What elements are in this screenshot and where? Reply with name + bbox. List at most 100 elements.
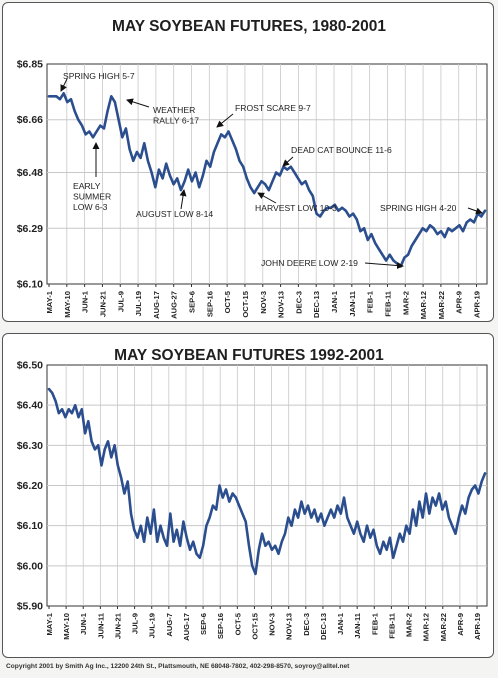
x-tick-label: OCT-5 [233, 612, 242, 635]
annotation: SPRING HIGH 5-7 [60, 71, 135, 92]
annotation: JOHN DEERE LOW 2-19 [261, 258, 404, 270]
annotation-label: SPRING HIGH 4-20 [380, 203, 457, 213]
x-tick-label: MAR-12 [422, 613, 431, 641]
annotation-line: HARVEST LOW 10-3 [255, 203, 337, 213]
x-tick-label: DEC-13 [312, 291, 321, 318]
x-tick-label: JUL-19 [134, 291, 143, 316]
annotation-label: WEATHER RALLY 6-17 [153, 105, 199, 126]
y-tick-label: $6.00 [17, 560, 43, 572]
x-tick-label: OCT-5 [223, 290, 232, 313]
x-tick-label: MAY-1 [45, 612, 54, 635]
annotation-label: FROST SCARE 9-7 [235, 103, 311, 113]
annotation-line: EARLY [73, 181, 101, 191]
series-line [47, 387, 487, 576]
x-tick-label: MAR-22 [439, 613, 448, 641]
annotation-line: WEATHER [153, 105, 195, 115]
x-tick-label: OCT-15 [250, 612, 259, 639]
x-tick-label: APR-9 [456, 613, 465, 636]
annotation: FROST SCARE 9-7 [216, 103, 311, 128]
x-tick-label: NOV-13 [277, 291, 286, 318]
x-tick-label: JUN-11 [96, 612, 105, 639]
chart-title: MAY SOYBEAN FUTURES, 1980-2001 [112, 18, 386, 35]
chart-panel-1980-2001: MAY SOYBEAN FUTURES, 1980-2001 $6.85 $6.66… [2, 2, 494, 322]
x-tick-label: SEP-16 [216, 613, 225, 639]
annotation-line: LOW 6-3 [73, 202, 108, 212]
x-tick-label: OCT-15 [241, 290, 250, 317]
x-tick-label: FEB-1 [370, 612, 379, 635]
x-tick-label: NOV-3 [259, 291, 268, 314]
x-tick-label: JUL-19 [148, 613, 157, 638]
x-tick-label: FEB-11 [387, 612, 396, 639]
annotation-arrow [467, 207, 483, 215]
x-tick-label: NOV-3 [268, 613, 277, 636]
x-tick-label: MAY-10 [62, 613, 71, 640]
y-tick-label: $6.20 [17, 480, 43, 492]
annotation-label: JOHN DEERE LOW 2-19 [261, 258, 358, 268]
annotation-label: HARVEST LOW 10-3 [255, 203, 337, 213]
annotation-line: JOHN DEERE LOW 2-19 [261, 258, 358, 268]
annotation-line: AUGUST LOW 8-14 [136, 209, 213, 219]
annotation: HARVEST LOW 10-3 [255, 192, 337, 213]
x-tick-label: MAR-2 [405, 613, 414, 637]
annotation-label: SPRING HIGH 5-7 [63, 71, 135, 81]
x-tick-label: JUN-21 [98, 290, 107, 317]
y-tick-label: $6.48 [17, 167, 43, 179]
chart-1992-2001: MAY SOYBEAN FUTURES 1992-2001 $6.50 $6.40 $… [17, 347, 488, 641]
x-tick-label: MAR-22 [437, 291, 446, 319]
x-tick-label: MAR-2 [401, 291, 410, 315]
x-tick-label: DEC-3 [302, 613, 311, 636]
x-tick-label: FEB-11 [383, 290, 392, 317]
x-tick-label: MAR-12 [419, 291, 428, 319]
chart-1980-2001: MAY SOYBEAN FUTURES, 1980-2001 $6.85 $6.66… [17, 18, 488, 319]
y-tick-label: $6.85 [17, 59, 43, 71]
x-tick-label: JAN-11 [353, 612, 362, 639]
x-tick-label: SEP-16 [205, 291, 214, 317]
annotation: WEATHER RALLY 6-17 [126, 98, 199, 126]
x-tick-label: FEB-1 [366, 290, 375, 313]
annotation-label: AUGUST LOW 8-14 [136, 209, 213, 219]
x-tick-label: AUG-17 [152, 291, 161, 319]
annotation-arrow [216, 113, 234, 128]
annotation-arrow [257, 192, 277, 204]
copyright-footer: Copyright 2001 by Smith Ag Inc., 12200 2… [6, 663, 350, 670]
annotation: SPRING HIGH 4-20 [380, 203, 483, 215]
x-tick-label: DEC-3 [294, 291, 303, 314]
x-tick-label: APR-19 [473, 291, 482, 318]
chart-title: MAY SOYBEAN FUTURES 1992-2001 [114, 347, 384, 364]
x-tick-label: AUG-27 [170, 291, 179, 319]
series-line [47, 92, 487, 268]
y-tick-label: $6.30 [17, 440, 43, 452]
x-tick-label: MAY-1 [45, 290, 54, 313]
annotation-label: DEAD CAT BOUNCE 11-6 [291, 145, 392, 155]
annotation-line: DEAD CAT BOUNCE 11-6 [291, 145, 392, 155]
y-tick-label: $5.90 [17, 601, 43, 613]
x-tick-label: SEP-6 [188, 291, 197, 313]
x-tick-label: JUN-1 [79, 612, 88, 635]
x-tick-label: JUN-1 [81, 290, 90, 313]
x-tick-label: AUG-7 [165, 613, 174, 637]
x-tick-label: JAN-1 [336, 612, 345, 635]
y-tick-label: $6.10 [17, 520, 43, 532]
x-tick-label: NOV-13 [285, 613, 294, 640]
x-tick-label: JUL-9 [131, 613, 140, 634]
annotation-line: SUMMER [73, 192, 111, 202]
chart-panel-1992-2001: MAY SOYBEAN FUTURES 1992-2001 $6.50 $6.40 $… [2, 333, 494, 658]
y-tick-label: $6.29 [17, 223, 43, 235]
y-tick-label: $6.66 [17, 114, 43, 126]
annotation-arrow [60, 78, 68, 92]
x-tick-label: DEC-13 [319, 613, 328, 640]
annotation: EARLY SUMMER LOW 6-3 [73, 142, 111, 212]
annotation-label: EARLY SUMMER LOW 6-3 [73, 181, 111, 212]
x-tick-label: APR-9 [455, 291, 464, 314]
x-tick-label: AUG-17 [182, 613, 191, 641]
plot-area [46, 63, 488, 285]
annotation-arrow [126, 98, 150, 108]
annotation-line: FROST SCARE 9-7 [235, 103, 311, 113]
annotation-line: RALLY 6-17 [153, 116, 199, 126]
annotation-arrow [282, 156, 294, 167]
x-tick-label: APR-19 [473, 613, 482, 640]
y-tick-label: $6.40 [17, 400, 43, 412]
x-tick-label: JUL-9 [116, 291, 125, 312]
annotation: DEAD CAT BOUNCE 11-6 [282, 145, 392, 167]
annotation-line: SPRING HIGH 4-20 [380, 203, 457, 213]
